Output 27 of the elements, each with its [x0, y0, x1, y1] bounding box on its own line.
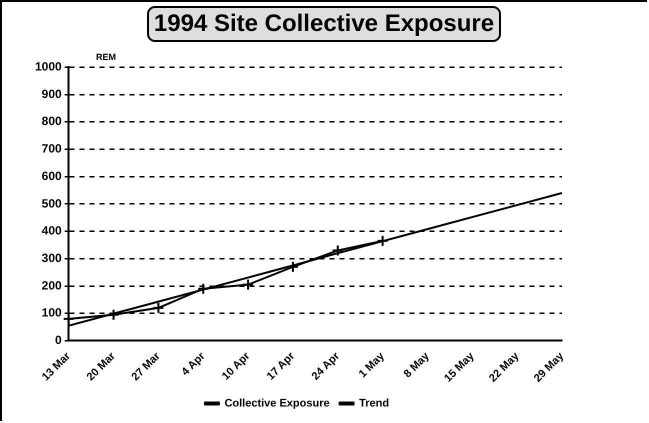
- y-axis-title: REM: [96, 52, 116, 62]
- y-tick-label: 100: [42, 306, 62, 320]
- x-tick-label: 15 May: [442, 350, 478, 385]
- y-tick-label: 400: [42, 224, 62, 238]
- x-tick-label: 20 Mar: [84, 350, 118, 384]
- x-tick-label: 24 Apr: [310, 350, 343, 383]
- y-tick-label: 500: [42, 196, 62, 210]
- chart-title: 1994 Site Collective Exposure: [147, 6, 501, 42]
- y-tick-label: 1000: [34, 60, 62, 74]
- x-tick-label: 1 May: [356, 350, 388, 380]
- x-tick-label: 29 May: [532, 350, 567, 385]
- x-tick-label: 10 Apr: [220, 350, 253, 383]
- x-tick-label: 8 May: [402, 350, 432, 380]
- x-tick-label: 4 Apr: [179, 350, 208, 378]
- y-tick-label: 300: [42, 250, 62, 265]
- legend-label: Collective Exposure: [224, 398, 330, 410]
- x-tick-label: 13 Mar: [40, 350, 74, 384]
- x-tick-label: 27 Mar: [130, 350, 164, 384]
- y-tick-label: 200: [42, 278, 62, 292]
- y-tick-label: 700: [42, 142, 62, 156]
- y-tick-label: 800: [42, 114, 62, 128]
- x-tick-label: 22 May: [486, 350, 522, 385]
- y-tick-label: 0: [55, 333, 62, 348]
- y-tick-label: 600: [42, 168, 62, 183]
- y-tick-label: 900: [42, 86, 62, 101]
- x-tick-label: 17 Apr: [264, 350, 298, 383]
- legend-label: Trend: [359, 398, 390, 410]
